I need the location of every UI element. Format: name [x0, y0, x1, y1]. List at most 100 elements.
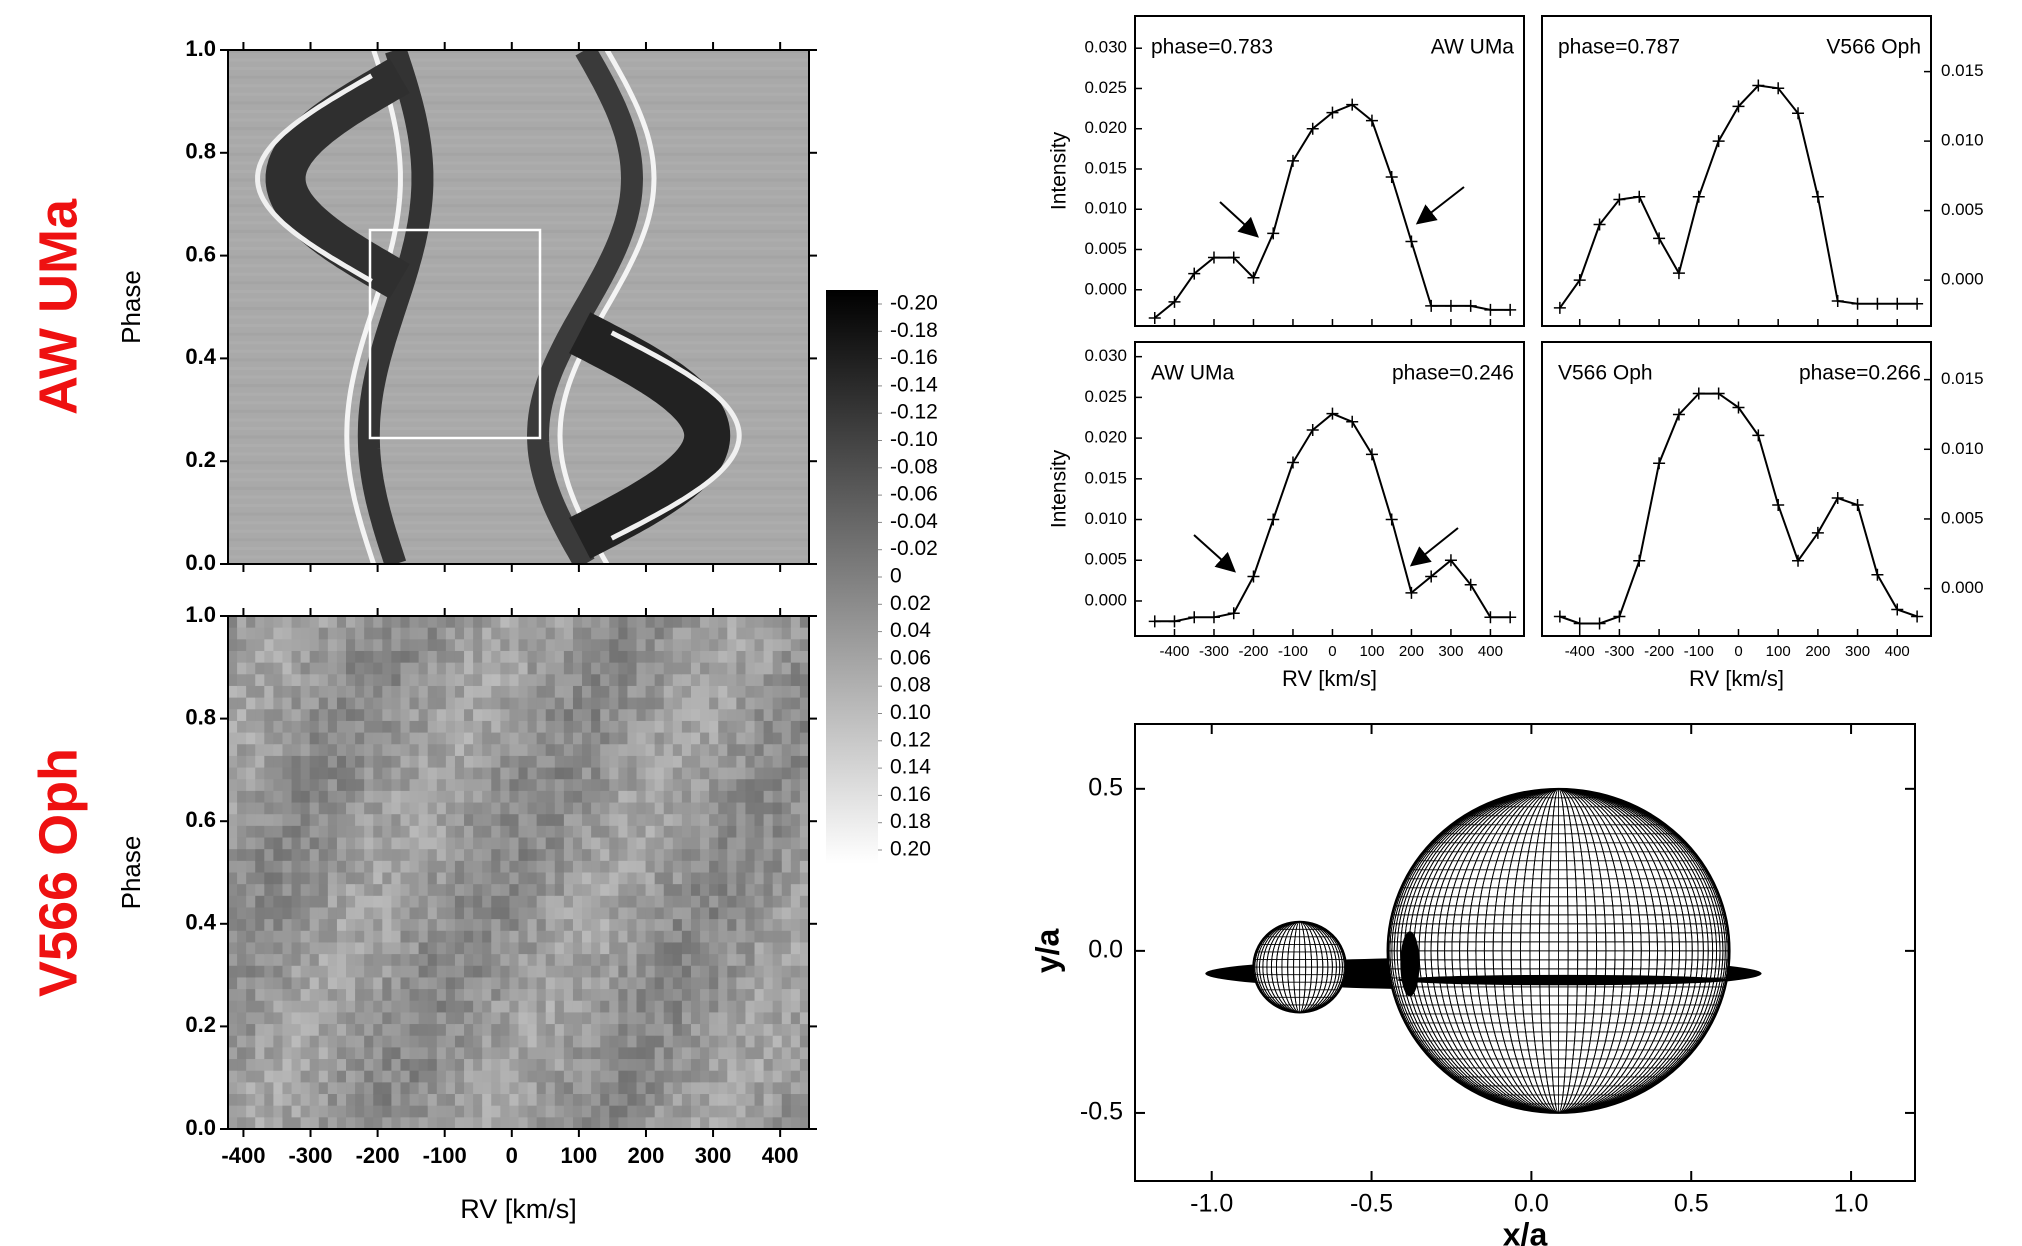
map-cell: [455, 966, 465, 978]
map-cell: [519, 1024, 529, 1036]
map-cell: [373, 1059, 383, 1071]
map-cell: [482, 942, 492, 954]
map-cell: [246, 779, 256, 791]
map-cell: [791, 814, 801, 826]
map-cell: [700, 966, 710, 978]
map-cell: [482, 1117, 492, 1129]
map-cell: [500, 989, 510, 1001]
map-cell: [509, 884, 519, 896]
map-cell: [573, 884, 583, 896]
map-cell: [755, 989, 765, 1001]
map-cell: [609, 744, 619, 756]
map-cell: [609, 686, 619, 698]
map-cell: [292, 1082, 302, 1094]
map-cell: [382, 803, 392, 815]
map-cell: [455, 1024, 465, 1036]
map-cell: [537, 651, 547, 663]
map-cell: [655, 651, 665, 663]
map-cell: [528, 1106, 538, 1118]
map-cell: [355, 709, 365, 721]
y-tick-label: -0.5: [1080, 1098, 1123, 1126]
map-cell: [773, 873, 783, 885]
map-cell: [419, 803, 429, 815]
map-cell: [627, 1082, 637, 1094]
map-cell: [437, 803, 447, 815]
map-cell: [600, 838, 610, 850]
map-cell: [437, 721, 447, 733]
map-cell: [491, 616, 501, 628]
map-cell: [382, 966, 392, 978]
map-cell: [491, 942, 501, 954]
map-cell: [319, 698, 329, 710]
map-cell: [791, 977, 801, 989]
data-cross: [1613, 610, 1625, 622]
map-cell: [246, 814, 256, 826]
map-cell: [573, 639, 583, 651]
map-cell: [255, 896, 265, 908]
map-cell: [582, 721, 592, 733]
map-cell: [273, 721, 283, 733]
map-cell: [373, 884, 383, 896]
map-cell: [691, 1036, 701, 1048]
map-cell: [727, 966, 737, 978]
map-cell: [228, 896, 238, 908]
map-cell: [228, 1001, 238, 1013]
map-cell: [310, 709, 320, 721]
map-cell: [482, 954, 492, 966]
map-cell: [419, 709, 429, 721]
map-cell: [428, 1106, 438, 1118]
map-cell: [228, 803, 238, 815]
map-cell: [664, 1001, 674, 1013]
map-cell: [700, 663, 710, 675]
map-cell: [364, 977, 374, 989]
map-cell: [382, 907, 392, 919]
map-cell: [237, 1071, 247, 1083]
map-cell: [782, 791, 792, 803]
map-cell: [455, 663, 465, 675]
map-cell: [673, 744, 683, 756]
map-cell: [736, 733, 746, 745]
map-cell: [646, 639, 656, 651]
map-cell: [673, 861, 683, 873]
map-cell: [355, 768, 365, 780]
map-cell: [764, 768, 774, 780]
map-cell: [773, 931, 783, 943]
map-cell: [519, 651, 529, 663]
map-cell: [437, 814, 447, 826]
map-cell: [655, 639, 665, 651]
map-cell: [655, 1012, 665, 1024]
map-cell: [400, 861, 410, 873]
map-cell: [673, 1082, 683, 1094]
map-cell: [637, 884, 647, 896]
y-tick-label: 1.0: [185, 36, 216, 61]
map-cell: [464, 651, 474, 663]
map-cell: [464, 1024, 474, 1036]
map-cell: [555, 1094, 565, 1106]
x-tick-label: -300: [1604, 643, 1634, 660]
map-cell: [519, 814, 529, 826]
colorbar-label: -0.18: [890, 319, 938, 342]
map-cell: [736, 942, 746, 954]
map-cell: [391, 791, 401, 803]
y-tick-label: 0.6: [185, 241, 216, 266]
map-cell: [555, 733, 565, 745]
data-cross: [1188, 611, 1200, 623]
map-cell: [609, 1071, 619, 1083]
map-cell: [419, 651, 429, 663]
panel-annotation: AW UMa: [1431, 36, 1515, 59]
map-cell: [346, 826, 356, 838]
data-cross: [1287, 457, 1299, 469]
map-cell: [391, 919, 401, 931]
map-cell: [609, 768, 619, 780]
x-tick-label: -300: [1199, 643, 1229, 660]
map-cell: [537, 1036, 547, 1048]
map-cell: [346, 954, 356, 966]
map-cell: [627, 674, 637, 686]
map-cell: [482, 873, 492, 885]
map-cell: [564, 674, 574, 686]
map-cell: [500, 977, 510, 989]
map-cell: [618, 826, 628, 838]
map-cell: [500, 1094, 510, 1106]
map-cell: [473, 1082, 483, 1094]
map-cell: [655, 989, 665, 1001]
